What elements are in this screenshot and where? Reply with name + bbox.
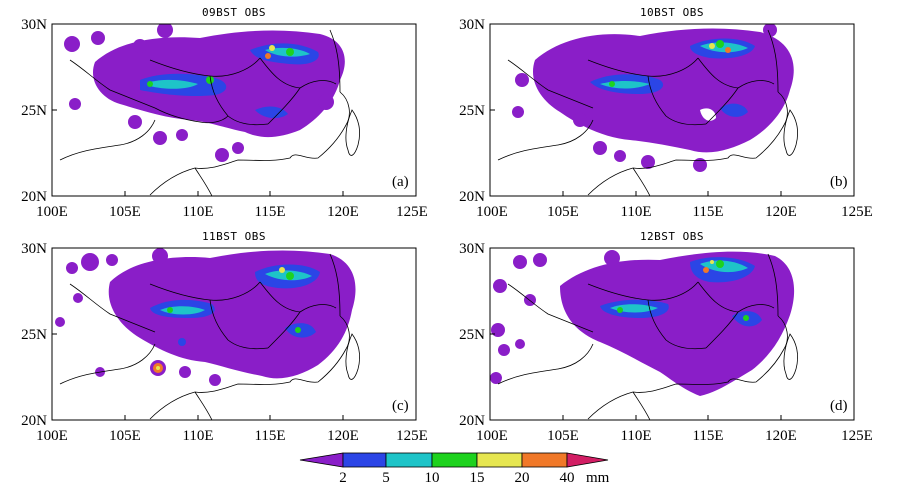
lon-tick-125e: 125E — [841, 204, 873, 220]
lon-tick-105e: 105E — [547, 428, 579, 444]
panel-d-title: 12BST OBS — [640, 230, 704, 243]
lon-tick-115e: 115E — [692, 428, 723, 444]
lon-tick-120e: 120E — [765, 204, 797, 220]
lat-tick-25n: 25N — [459, 103, 485, 119]
colorbar-segment-5-10 — [385, 452, 433, 468]
lon-tick-115e: 115E — [254, 428, 285, 444]
panel-c-title: 11BST OBS — [202, 230, 266, 243]
lon-tick-100e: 100E — [36, 204, 68, 220]
lon-tick-125e: 125E — [396, 204, 428, 220]
panel-d: 12BST OBS — [459, 230, 873, 444]
lon-tick-115e: 115E — [692, 204, 723, 220]
panel-b-title: 10BST OBS — [640, 6, 704, 19]
lon-tick-105e: 105E — [109, 428, 141, 444]
panel-c-lon-ticks: 100E 105E 110E 115E 120E 125E — [36, 415, 428, 444]
colorbar: 2 5 10 15 20 40 mm — [299, 452, 610, 486]
lat-tick-30n: 30N — [459, 17, 485, 33]
lon-tick-125e: 125E — [396, 428, 428, 444]
panel-a-lon-ticks: 100E 105E 110E 115E 120E 125E — [36, 191, 428, 220]
lon-tick-110e: 110E — [182, 204, 213, 220]
lon-tick-100e: 100E — [476, 428, 508, 444]
lon-tick-100e: 100E — [36, 428, 68, 444]
lon-tick-105e: 105E — [109, 204, 141, 220]
panel-a-lat-ticks: 30N 25N 20N — [21, 17, 57, 205]
colorbar-level-5: 5 — [382, 470, 390, 486]
lat-tick-30n: 30N — [21, 241, 47, 257]
lon-tick-100e: 100E — [476, 204, 508, 220]
panel-b-label: (b) — [830, 174, 848, 190]
panel-c-label: (c) — [392, 398, 409, 414]
colorbar-segment-20-40 — [521, 452, 568, 468]
panel-d-map — [490, 250, 798, 420]
precip-field — [64, 24, 345, 162]
panel-c-map — [55, 248, 360, 420]
colorbar-segment-gt40 — [566, 452, 609, 468]
panel-a-title: 09BST OBS — [202, 6, 266, 19]
panel-d-label: (d) — [830, 398, 848, 414]
colorbar-unit: mm — [586, 470, 610, 486]
panel-d-lat-ticks: 30N 25N 20N — [459, 241, 495, 429]
panel-b-lon-ticks: 100E 105E 110E 115E 120E 125E — [476, 191, 873, 220]
lon-tick-120e: 120E — [327, 204, 359, 220]
coastline-borders — [497, 29, 798, 196]
colorbar-level-20: 20 — [515, 470, 530, 486]
lat-tick-20n: 20N — [459, 189, 485, 205]
precip-field — [55, 248, 356, 386]
lat-tick-25n: 25N — [459, 327, 485, 343]
lat-tick-20n: 20N — [21, 189, 47, 205]
lat-tick-25n: 25N — [21, 327, 47, 343]
panel-b-map — [497, 24, 798, 196]
lon-tick-120e: 120E — [327, 428, 359, 444]
colorbar-segment-2-5 — [342, 452, 387, 468]
colorbar-level-10: 10 — [425, 470, 440, 486]
lon-tick-110e: 110E — [620, 428, 651, 444]
panel-b: 10BST OBS — [459, 6, 873, 220]
panel-c-lat-ticks: 30N 25N 20N — [21, 241, 57, 429]
lat-tick-20n: 20N — [459, 413, 485, 429]
lon-tick-120e: 120E — [765, 428, 797, 444]
lat-tick-20n: 20N — [21, 413, 47, 429]
lon-tick-110e: 110E — [182, 428, 213, 444]
colorbar-segment-15-20 — [476, 452, 523, 468]
lat-tick-30n: 30N — [21, 17, 47, 33]
lon-tick-105e: 105E — [547, 204, 579, 220]
coastline-borders — [59, 29, 360, 196]
panel-d-lon-ticks: 100E 105E 110E 115E 120E 125E — [476, 415, 873, 444]
panel-a-label: (a) — [392, 174, 409, 190]
lat-tick-30n: 30N — [459, 241, 485, 257]
lon-tick-125e: 125E — [841, 428, 873, 444]
lat-tick-25n: 25N — [21, 103, 47, 119]
precip-field — [512, 24, 794, 172]
colorbar-segment-10-15 — [431, 452, 478, 468]
panel-a: 09BST OBS — [21, 6, 428, 220]
panel-c: 11BST OBS — [21, 230, 428, 444]
colorbar-segment-lt2 — [299, 452, 344, 468]
coastline-borders — [59, 253, 360, 420]
panel-b-lat-ticks: 30N 25N 20N — [459, 17, 495, 205]
precip-field — [490, 250, 795, 396]
colorbar-level-15: 15 — [470, 470, 485, 486]
coastline-borders — [497, 253, 798, 420]
panel-a-map — [59, 24, 360, 196]
lon-tick-110e: 110E — [620, 204, 651, 220]
lon-tick-115e: 115E — [254, 204, 285, 220]
colorbar-level-2: 2 — [339, 470, 347, 486]
colorbar-level-40: 40 — [560, 470, 575, 486]
